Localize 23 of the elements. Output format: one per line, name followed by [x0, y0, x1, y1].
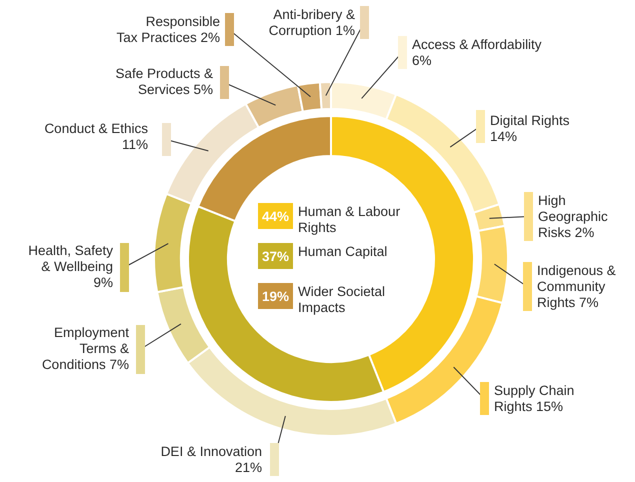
slice-label: Supply Chain Rights 15%: [494, 383, 574, 414]
legend-label: Wider Societal Impacts: [298, 284, 386, 315]
data-label: 37%: [262, 249, 290, 264]
data-label: 14%: [490, 129, 518, 144]
data-label: 11%: [122, 137, 148, 152]
slice-label: Health, Safety & Wellbeing: [28, 243, 114, 274]
data-label: 9%: [93, 275, 113, 290]
slice-label: Employment Terms & Conditions 7%: [42, 325, 130, 372]
legend-label: Human & Labour Rights: [298, 204, 401, 235]
slice-label: Conduct & Ethics: [44, 121, 148, 136]
slice-label: Anti-bribery & Corruption 1%: [268, 7, 355, 38]
slice-label: Access & Affordability: [412, 37, 542, 52]
legend-label: Human Capital: [298, 244, 388, 259]
data-label: 44%: [262, 209, 290, 224]
data-label: 21%: [234, 460, 262, 475]
slice-label: Responsible Tax Practices 2%: [116, 14, 220, 45]
slice-label: High Geographic Risks 2%: [538, 193, 608, 240]
slice-label: Safe Products & Services 5%: [115, 66, 213, 97]
data-label: 6%: [412, 53, 432, 68]
slice-label: Indigenous & Community Rights 7%: [537, 263, 616, 310]
slice-label: Digital Rights: [490, 113, 570, 128]
slice-label: DEI & Innovation: [160, 444, 262, 459]
data-label: 19%: [262, 289, 290, 304]
